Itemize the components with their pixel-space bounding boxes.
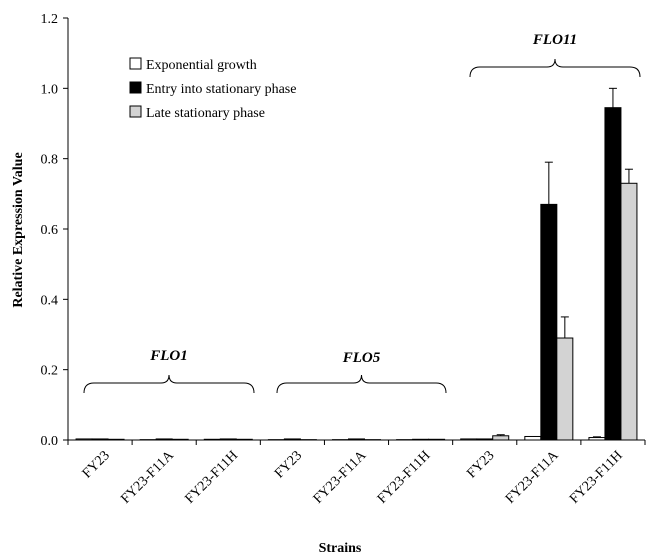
bar xyxy=(155,438,173,441)
bar xyxy=(107,438,125,441)
bar xyxy=(412,438,430,441)
bar xyxy=(75,438,93,441)
y-tick-label: 0.0 xyxy=(41,434,59,449)
y-axis-title: Relative Expression Value xyxy=(11,152,26,307)
y-tick-label: 0.2 xyxy=(41,364,59,379)
legend-label: Entry into stationary phase xyxy=(146,82,296,97)
bar xyxy=(428,438,446,441)
y-axis: 0.0 0.2 0.4 0.6 0.8 1.0 1.2 xyxy=(41,12,69,449)
bar xyxy=(235,438,253,441)
group-label: FLO11 xyxy=(532,32,577,48)
legend: Exponential growth Entry into stationary … xyxy=(129,57,296,121)
y-tick-label: 0.4 xyxy=(41,293,59,308)
error-bars xyxy=(496,87,633,438)
x-tick-label: FY23 xyxy=(80,448,113,481)
x-tick-label: FY23-F11A xyxy=(503,448,562,507)
x-tick-label: FY23-F11H xyxy=(567,448,626,507)
bar xyxy=(588,437,606,441)
bar xyxy=(348,438,365,441)
x-tick-label: FY23-F11H xyxy=(375,448,434,507)
x-tick-label: FY23-F11H xyxy=(182,448,241,507)
y-tick-label: 1.0 xyxy=(41,82,59,97)
x-tick-label: FY23 xyxy=(464,448,497,481)
group-label: FLO1 xyxy=(149,348,188,364)
bar xyxy=(492,435,510,441)
bar xyxy=(604,107,622,441)
group-braces: FLO1 FLO5 FLO11 xyxy=(83,32,641,394)
bar xyxy=(283,438,301,441)
group-brace xyxy=(276,374,447,394)
bar xyxy=(219,438,237,441)
y-tick-label: 0.6 xyxy=(41,223,59,238)
legend-swatch xyxy=(129,105,142,118)
legend-label: Late stationary phase xyxy=(146,106,265,121)
bar xyxy=(476,438,494,441)
x-tick-label: FY23-F11A xyxy=(311,448,370,507)
x-axis-title: Strains xyxy=(319,541,362,556)
legend-swatch xyxy=(129,81,142,94)
x-tick-label: FY23-F11A xyxy=(118,448,177,507)
bar xyxy=(556,337,574,441)
group-label: FLO5 xyxy=(342,350,381,366)
y-tick-label: 1.2 xyxy=(41,12,59,27)
bar xyxy=(460,438,478,441)
bar xyxy=(620,182,638,441)
bar xyxy=(540,203,558,441)
x-tick-label: FY23 xyxy=(272,448,305,481)
bars xyxy=(75,107,638,441)
group-brace xyxy=(83,374,255,394)
bar xyxy=(524,435,542,441)
bar xyxy=(91,438,109,441)
bar xyxy=(203,438,221,441)
legend-label: Exponential growth xyxy=(146,58,257,73)
group-brace xyxy=(469,58,641,78)
x-axis: FY23 FY23-F11A FY23-F11H FY23 FY23-F11A FY23-… xyxy=(67,439,646,507)
legend-swatch xyxy=(129,57,142,70)
bar xyxy=(171,438,189,441)
y-tick-label: 0.8 xyxy=(41,153,59,168)
